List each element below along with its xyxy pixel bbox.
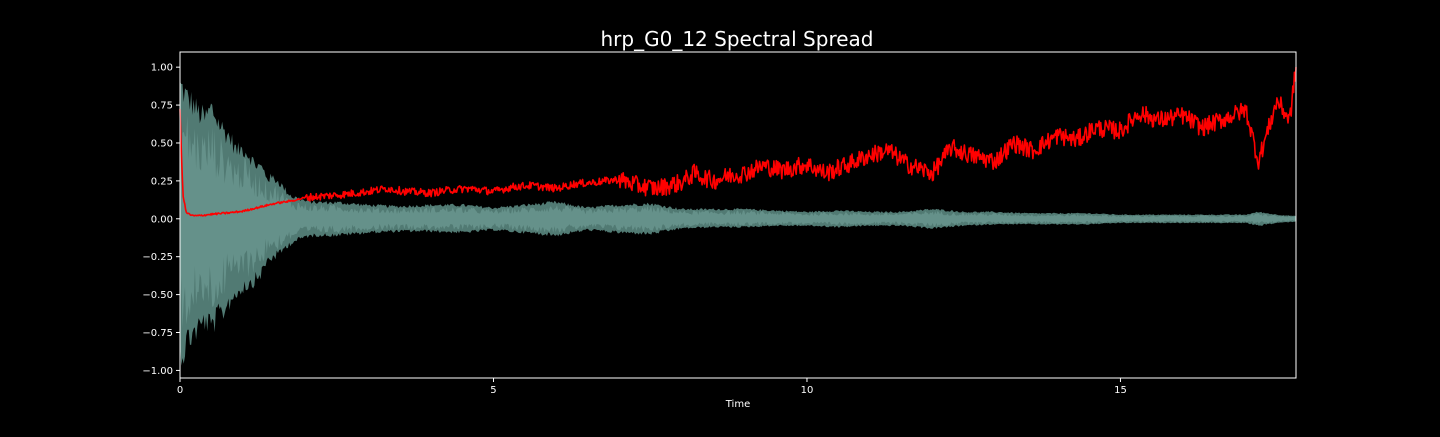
waveform-envelope: [180, 81, 1296, 366]
y-tick-label: 0.75: [151, 101, 173, 112]
x-tick-label: 10: [801, 385, 814, 396]
y-tick-label: −0.50: [142, 290, 173, 301]
x-axis-label: Time: [725, 399, 750, 410]
y-axis: 1.00 0.75 0.50 0.25 0.00 −0.25 −0.50 −0.75 −1.00: [142, 63, 180, 377]
x-tick-label: 15: [1114, 385, 1127, 396]
y-tick-label: −0.75: [142, 328, 173, 339]
waveform-layer: [180, 81, 1296, 366]
waveform-inner: [180, 105, 1296, 329]
x-tick-label: 5: [490, 385, 496, 396]
y-tick-label: −0.25: [142, 252, 173, 263]
y-tick-label: 0.00: [151, 214, 173, 225]
y-tick-label: −1.00: [142, 366, 173, 377]
y-tick-label: 0.50: [151, 138, 173, 149]
spectral-spread-line: [179, 67, 1297, 217]
chart-title: hrp_G0_12 Spectral Spread: [601, 27, 874, 51]
x-axis: 0 5 10 15: [177, 378, 1127, 396]
x-tick-label: 0: [177, 385, 183, 396]
y-tick-label: 1.00: [151, 63, 173, 74]
plot-frame: [179, 51, 1297, 379]
spectral-spread-layer: [179, 67, 1297, 217]
y-tick-label: 0.25: [151, 176, 173, 187]
